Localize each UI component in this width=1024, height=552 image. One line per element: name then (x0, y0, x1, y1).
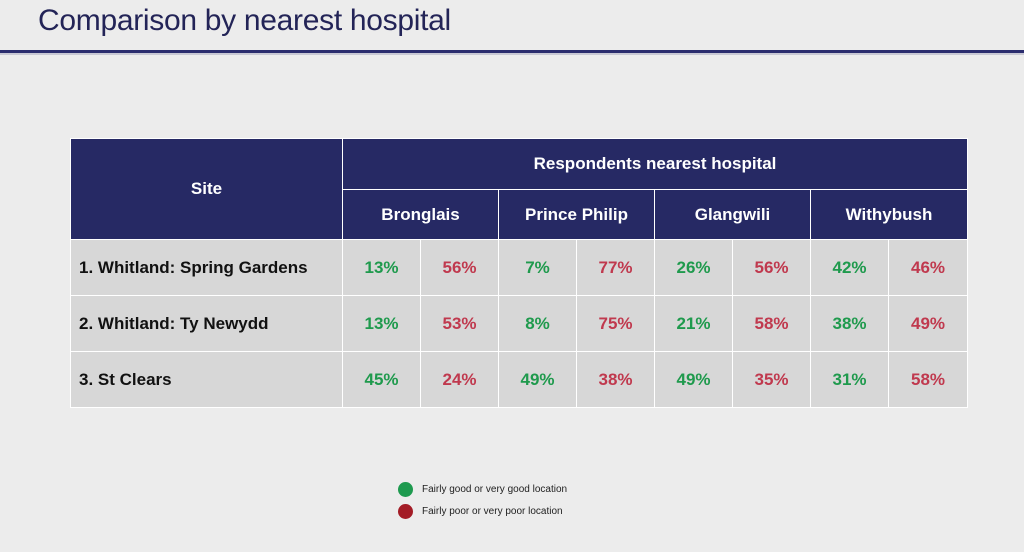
good-percentage: 13% (342, 295, 421, 352)
hospital-header-prince-philip: Prince Philip (498, 189, 655, 240)
good-percentage: 8% (498, 295, 577, 352)
hospital-header-bronglais: Bronglais (342, 189, 499, 240)
site-name: 1. Whitland: Spring Gardens (70, 239, 343, 296)
good-percentage: 21% (654, 295, 733, 352)
poor-percentage: 58% (732, 295, 811, 352)
good-percentage: 49% (654, 351, 733, 408)
site-name: 2. Whitland: Ty Newydd (70, 295, 343, 352)
green-dot-icon (398, 481, 413, 497)
poor-percentage: 56% (732, 239, 811, 296)
title-divider-shadow (0, 53, 1024, 55)
good-percentage: 42% (810, 239, 889, 296)
good-percentage: 7% (498, 239, 577, 296)
comparison-table: Site Respondents nearest hospital Brongl… (70, 138, 969, 408)
poor-percentage: 49% (887, 295, 969, 352)
legend: Fairly good or very good location Fairly… (398, 478, 567, 522)
hospital-header-glangwili: Glangwili (654, 189, 811, 240)
legend-label-good: Fairly good or very good location (422, 483, 568, 495)
hospital-header-withybush: Withybush (809, 189, 969, 240)
poor-percentage: 56% (420, 239, 499, 296)
title-divider (0, 50, 1024, 53)
nearest-hospital-group-header: Respondents nearest hospital (341, 138, 969, 190)
good-percentage: 45% (342, 351, 421, 408)
poor-percentage: 46% (887, 239, 969, 296)
page-title: Comparison by nearest hospital (38, 4, 451, 37)
poor-percentage: 75% (576, 295, 655, 352)
red-dot-icon (398, 503, 413, 519)
good-percentage: 31% (810, 351, 889, 408)
good-percentage: 49% (498, 351, 577, 408)
good-percentage: 26% (654, 239, 733, 296)
good-percentage: 13% (342, 239, 421, 296)
poor-percentage: 24% (420, 351, 499, 408)
legend-label-poor: Fairly poor or very poor location (422, 505, 563, 517)
site-column-header: Site (70, 138, 343, 240)
poor-percentage: 77% (576, 239, 655, 296)
site-name: 3. St Clears (70, 351, 343, 408)
poor-percentage: 58% (887, 351, 969, 408)
poor-percentage: 53% (420, 295, 499, 352)
legend-item-good: Fairly good or very good location (398, 478, 567, 500)
good-percentage: 38% (810, 295, 889, 352)
legend-item-poor: Fairly poor or very poor location (398, 500, 567, 522)
poor-percentage: 38% (576, 351, 655, 408)
table-row: 1. Whitland: Spring Gardens 13% 56% 7% 7… (70, 239, 969, 296)
poor-percentage: 35% (732, 351, 811, 408)
table-row: 3. St Clears 45% 24% 49% 38% 49% 35% 31%… (70, 351, 969, 408)
table-row: 2. Whitland: Ty Newydd 13% 53% 8% 75% 21… (70, 295, 969, 352)
